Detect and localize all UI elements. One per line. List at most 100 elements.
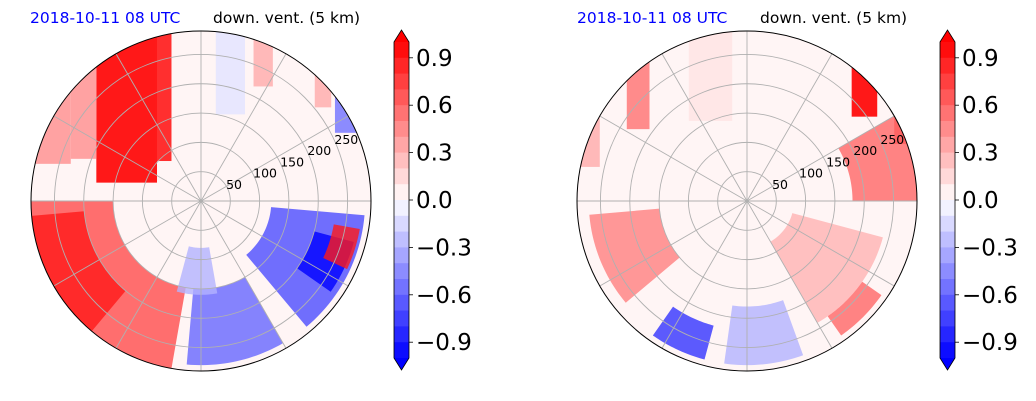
colorbar-band	[394, 200, 409, 217]
streak-3	[33, 31, 71, 164]
radial-tick-label: 150	[280, 154, 304, 169]
colorbar-band	[940, 89, 955, 106]
colorbar-band	[940, 326, 955, 343]
radial-tick-label: 50	[772, 177, 788, 192]
colorbar-band	[394, 279, 409, 296]
colorbar-tick-label: 0.9	[962, 46, 999, 72]
radial-tick-label: 100	[799, 166, 823, 181]
colorbar-tick-label: 0.6	[962, 93, 999, 119]
colorbar-band	[940, 342, 955, 359]
colorbar-tick-label: 0.9	[416, 46, 453, 72]
spoke-300	[746, 200, 833, 349]
colorbar-tick-label: −0.3	[962, 235, 1018, 261]
colorbar-band	[940, 57, 955, 75]
radial-tick-label: 150	[826, 154, 850, 169]
colorbar-tick-label: −0.6	[962, 283, 1018, 309]
plot-border	[30, 30, 372, 372]
streak-2	[70, 31, 97, 159]
colorbar-tick-label: −0.6	[416, 283, 472, 309]
colorbar-band	[940, 231, 955, 248]
colorbar-band	[394, 310, 409, 327]
spoke-30	[200, 115, 349, 202]
radial-tick-label: 50	[226, 177, 242, 192]
colorbar-tick-label: 0.6	[416, 93, 453, 119]
spoke-210	[53, 200, 202, 287]
colorbar-band	[940, 121, 955, 138]
sector-8	[770, 213, 883, 323]
colorbar-band	[940, 263, 955, 280]
colorbar-band	[394, 184, 409, 201]
streak-4	[253, 31, 273, 87]
colorbar-band	[940, 105, 955, 122]
colorbar-outline	[939, 29, 956, 371]
colorbar-band	[940, 168, 955, 185]
colorbar-band	[394, 215, 409, 233]
spoke-120	[661, 53, 748, 202]
spoke-240	[661, 200, 748, 349]
colorbar-band	[940, 200, 955, 217]
sector-10	[827, 281, 882, 336]
colorbar-tick-label: 0.3	[416, 141, 453, 167]
streak-5	[314, 31, 332, 108]
colorbar-tick-label: 0.0	[962, 188, 999, 214]
radial-tick-label: 250	[880, 132, 904, 147]
colorbar-extend-max	[940, 30, 955, 42]
colorbar-band	[394, 105, 409, 122]
colorbar-band	[940, 184, 955, 201]
radial-tick-label: 100	[253, 166, 277, 181]
colorbar-tick-label: 0.0	[416, 188, 453, 214]
colorbar-band	[394, 247, 409, 264]
colorbar-band	[394, 73, 409, 90]
radial-tick-label: 200	[307, 143, 331, 158]
spoke-60	[746, 53, 833, 202]
colorbar-band	[394, 136, 409, 154]
colorbar-band	[394, 263, 409, 280]
colorbar-band	[394, 168, 409, 185]
colorbar-band	[394, 89, 409, 106]
colorbar-band	[394, 326, 409, 343]
colorbar-band	[394, 294, 409, 312]
spoke-330	[200, 200, 349, 287]
streak-7	[215, 31, 245, 115]
colorbar-band	[394, 342, 409, 359]
sector-14	[176, 246, 218, 295]
colorbar-band	[940, 136, 955, 154]
spoke-150	[53, 115, 202, 202]
colorbar-tick-label: −0.9	[962, 330, 1018, 356]
spoke-210	[599, 200, 748, 287]
sector-10	[186, 277, 284, 366]
sector-13	[323, 224, 360, 270]
spoke-330	[746, 200, 895, 287]
streak-6	[334, 31, 361, 133]
colorbar-band	[394, 231, 409, 248]
streak-1	[154, 31, 172, 162]
radial-tick-label: 200	[853, 143, 877, 158]
colorbar-extend-min	[394, 358, 409, 370]
colorbar-band	[940, 42, 955, 59]
streak-0	[851, 31, 878, 117]
streak-0	[96, 31, 158, 183]
colorbar-band	[940, 294, 955, 312]
colorbar-tick-label: −0.9	[416, 330, 472, 356]
colorbar-band	[394, 42, 409, 59]
colorbar-band	[940, 310, 955, 327]
sector-9	[724, 300, 804, 366]
colorbar-band	[940, 247, 955, 264]
panel-left: 2018-10-11 08 UTC down. vent. (5 km) 50 1…	[30, 9, 472, 372]
spoke-120	[115, 53, 202, 202]
colorbar-extend-max	[394, 30, 409, 42]
spoke-300	[200, 200, 287, 349]
colorbar-tick-label: 0.3	[962, 141, 999, 167]
spoke-240	[115, 200, 202, 349]
spoke-150	[599, 115, 748, 202]
colorbar-tick-label: −0.3	[416, 235, 472, 261]
streak-3	[579, 31, 600, 167]
title-variable-left: down. vent. (5 km)	[213, 9, 360, 27]
title-date-left: 2018-10-11 08 UTC	[30, 9, 180, 27]
panel-right: 2018-10-11 08 UTC down. vent. (5 km) 50 1…	[576, 9, 1018, 372]
streak-2	[626, 31, 650, 130]
colorbar-band	[940, 279, 955, 296]
